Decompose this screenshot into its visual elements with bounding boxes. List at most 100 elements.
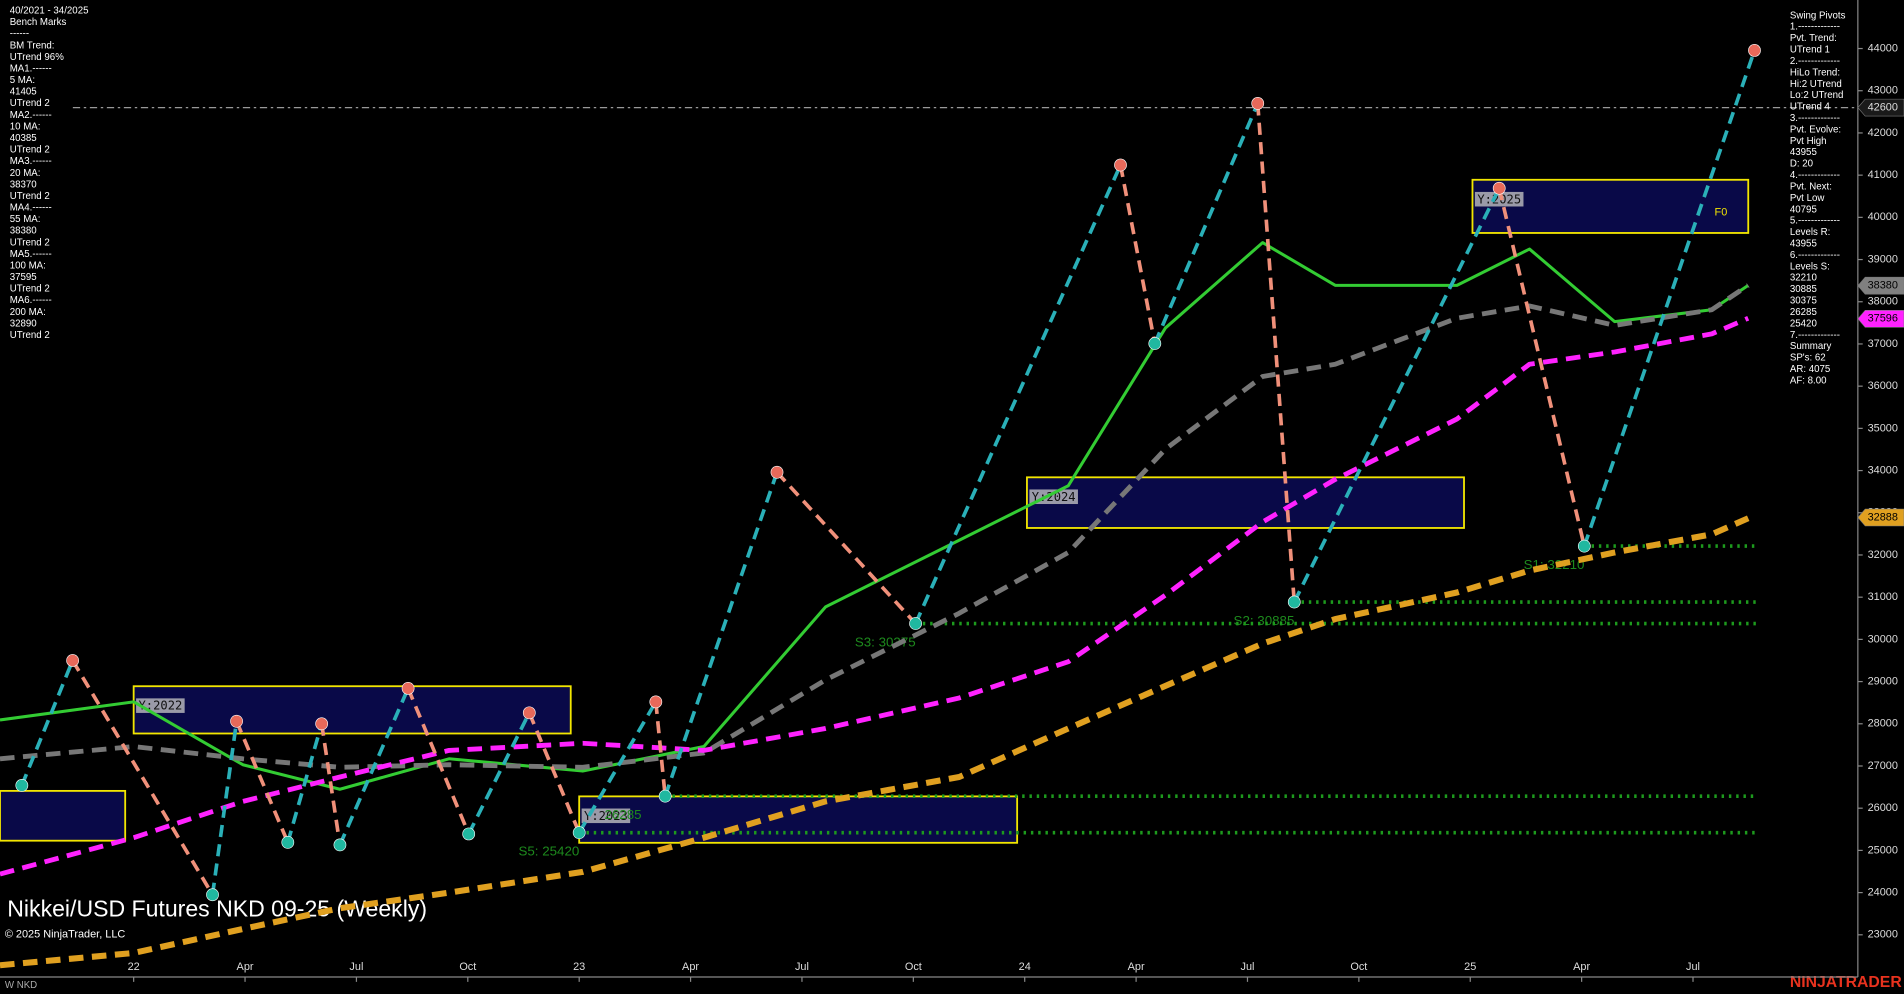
benchmark-line: 100 MA: bbox=[10, 260, 46, 271]
benchmark-line: UTrend 2 bbox=[10, 98, 50, 109]
swing-down-leg bbox=[319, 723, 342, 846]
swing-down-leg bbox=[1118, 164, 1157, 344]
benchmark-line: 200 MA: bbox=[10, 307, 46, 318]
pivot-low bbox=[15, 779, 29, 792]
swing-up-leg bbox=[338, 687, 410, 846]
ma-line bbox=[0, 283, 1750, 770]
swing-pivot-line: SP's: 62 bbox=[1790, 353, 1826, 364]
benchmark-line: 40385 bbox=[10, 133, 37, 144]
swing-pivot-line: AR: 4075 bbox=[1790, 364, 1830, 375]
swing-up-leg bbox=[577, 700, 658, 834]
swing-up-leg bbox=[467, 712, 531, 835]
swing-pivot-line: 25420 bbox=[1790, 318, 1818, 329]
swing-pivot-line: 43955 bbox=[1790, 239, 1817, 250]
support-level-label: S1: 32210 bbox=[1524, 557, 1585, 572]
benchmark-line: BM Trend: bbox=[10, 40, 55, 51]
swing-up-leg bbox=[286, 723, 324, 843]
x-tick-label: Jul bbox=[795, 961, 809, 973]
swing-pivot-line: Pvt Low bbox=[1790, 193, 1826, 204]
price-marker-label: 42600 bbox=[1868, 102, 1898, 114]
swing-pivot-line: 6.------------- bbox=[1790, 250, 1840, 261]
pivot-high bbox=[1251, 97, 1265, 110]
pivot-high bbox=[1114, 158, 1127, 172]
year-box bbox=[0, 789, 127, 842]
x-tick-label: Jul bbox=[349, 961, 363, 973]
benchmark-line: UTrend 2 bbox=[10, 330, 50, 341]
swing-up-leg bbox=[1582, 49, 1757, 547]
swing-pivot-line: 30885 bbox=[1790, 284, 1817, 295]
y-tick-label: 35000 bbox=[1868, 422, 1898, 434]
price-marker-label: 38380 bbox=[1868, 280, 1898, 292]
benchmark-line: Bench Marks bbox=[10, 17, 67, 28]
benchmark-line: 32890 bbox=[10, 318, 38, 329]
swing-pivot-line: HiLo Trend: bbox=[1790, 67, 1840, 78]
price-marker-label: 37596 bbox=[1868, 313, 1898, 325]
swing-pivot-line: 2.------------- bbox=[1790, 56, 1840, 67]
benchmark-line: MA5.------ bbox=[10, 249, 52, 260]
swing-pivot-line: Hi:2 UTrend bbox=[1790, 79, 1842, 90]
swing-pivot-line: Pvt. Next: bbox=[1790, 181, 1832, 192]
y-tick-label: 44000 bbox=[1868, 42, 1898, 54]
benchmark-line: 5 MA: bbox=[10, 75, 35, 86]
benchmark-line: 37595 bbox=[10, 272, 37, 283]
benchmark-line: 10 MA: bbox=[10, 121, 41, 132]
year-box bbox=[578, 795, 1019, 844]
pivot-high bbox=[522, 706, 536, 720]
benchmark-line: 40/2021 - 34/2025 bbox=[10, 5, 89, 16]
swing-pivot-line: Pvt. Evolve: bbox=[1790, 124, 1841, 135]
y-tick-label: 32000 bbox=[1868, 549, 1898, 561]
y-tick-label: 24000 bbox=[1868, 886, 1898, 898]
pivot-high bbox=[230, 714, 243, 728]
chart-title: Nikkei/USD Futures NKD 09-25 (Weekly) bbox=[7, 895, 427, 921]
year-box-label: Y:2022 bbox=[139, 699, 183, 713]
pivot-high bbox=[401, 681, 415, 695]
swing-pivot-line: UTrend 4 bbox=[1790, 102, 1831, 113]
brand: NINJATRADER bbox=[1790, 974, 1902, 991]
swing-up-leg bbox=[913, 164, 1123, 625]
price-marker-label: 32888 bbox=[1868, 511, 1898, 523]
pivot-low bbox=[281, 836, 295, 849]
swing-down-leg bbox=[234, 720, 290, 844]
y-tick-label: 41000 bbox=[1868, 169, 1898, 181]
support-level-label: S5: 25420 bbox=[518, 844, 579, 859]
year-box-label: Y:2024 bbox=[1032, 490, 1076, 504]
x-tick-label: Oct bbox=[1350, 961, 1367, 973]
y-tick-label: 36000 bbox=[1868, 380, 1898, 392]
swing-pivot-line: Levels S: bbox=[1790, 261, 1830, 272]
pivot-high bbox=[1492, 181, 1506, 195]
swing-pivot-line: 4.------------- bbox=[1790, 170, 1840, 181]
support-level-label: S2: 30885 bbox=[1234, 613, 1295, 628]
swing-down-leg bbox=[406, 687, 471, 835]
benchmark-line: 20 MA: bbox=[10, 168, 41, 179]
pivot-high bbox=[649, 695, 663, 709]
benchmark-line: UTrend 2 bbox=[10, 145, 50, 156]
y-tick-label: 42000 bbox=[1868, 127, 1898, 139]
benchmark-line: MA3.------ bbox=[10, 156, 52, 167]
swing-pivot-line: D: 20 bbox=[1790, 159, 1814, 170]
y-tick-label: 38000 bbox=[1868, 296, 1898, 308]
swing-pivot-line: Pvt. Trend: bbox=[1790, 33, 1837, 44]
year-box bbox=[132, 685, 572, 735]
x-tick-label: Oct bbox=[459, 961, 476, 973]
year-box-label-bg bbox=[1474, 191, 1524, 207]
y-tick-label: 34000 bbox=[1868, 464, 1898, 476]
swing-up-leg bbox=[1153, 102, 1260, 345]
pivot-low bbox=[206, 888, 219, 902]
swing-down-leg bbox=[775, 471, 917, 625]
swing-pivot-line: Lo:2 UTrend bbox=[1790, 90, 1844, 101]
year-box-label: Y:2023 bbox=[584, 809, 628, 823]
y-tick-label: 26000 bbox=[1868, 802, 1898, 814]
pivot-high bbox=[770, 465, 784, 479]
x-tick-label: Jul bbox=[1241, 961, 1255, 973]
benchmark-line: MA6.------ bbox=[10, 295, 52, 306]
copyright: © 2025 NinjaTrader, LLC bbox=[5, 928, 126, 940]
pivot-low bbox=[333, 838, 347, 852]
benchmark-line: MA1.------ bbox=[10, 63, 52, 74]
swing-up-leg bbox=[1292, 187, 1501, 603]
benchmark-line: 38370 bbox=[10, 179, 38, 190]
y-tick-label: 23000 bbox=[1868, 929, 1898, 941]
y-tick-label: 29000 bbox=[1868, 675, 1898, 687]
swing-down-leg bbox=[527, 712, 581, 834]
x-tick-label: Apr bbox=[1128, 961, 1145, 973]
